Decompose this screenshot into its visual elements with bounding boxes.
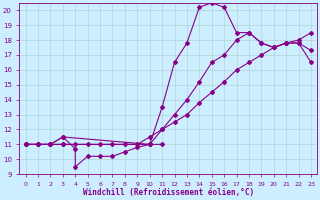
X-axis label: Windchill (Refroidissement éolien,°C): Windchill (Refroidissement éolien,°C) xyxy=(83,188,254,197)
